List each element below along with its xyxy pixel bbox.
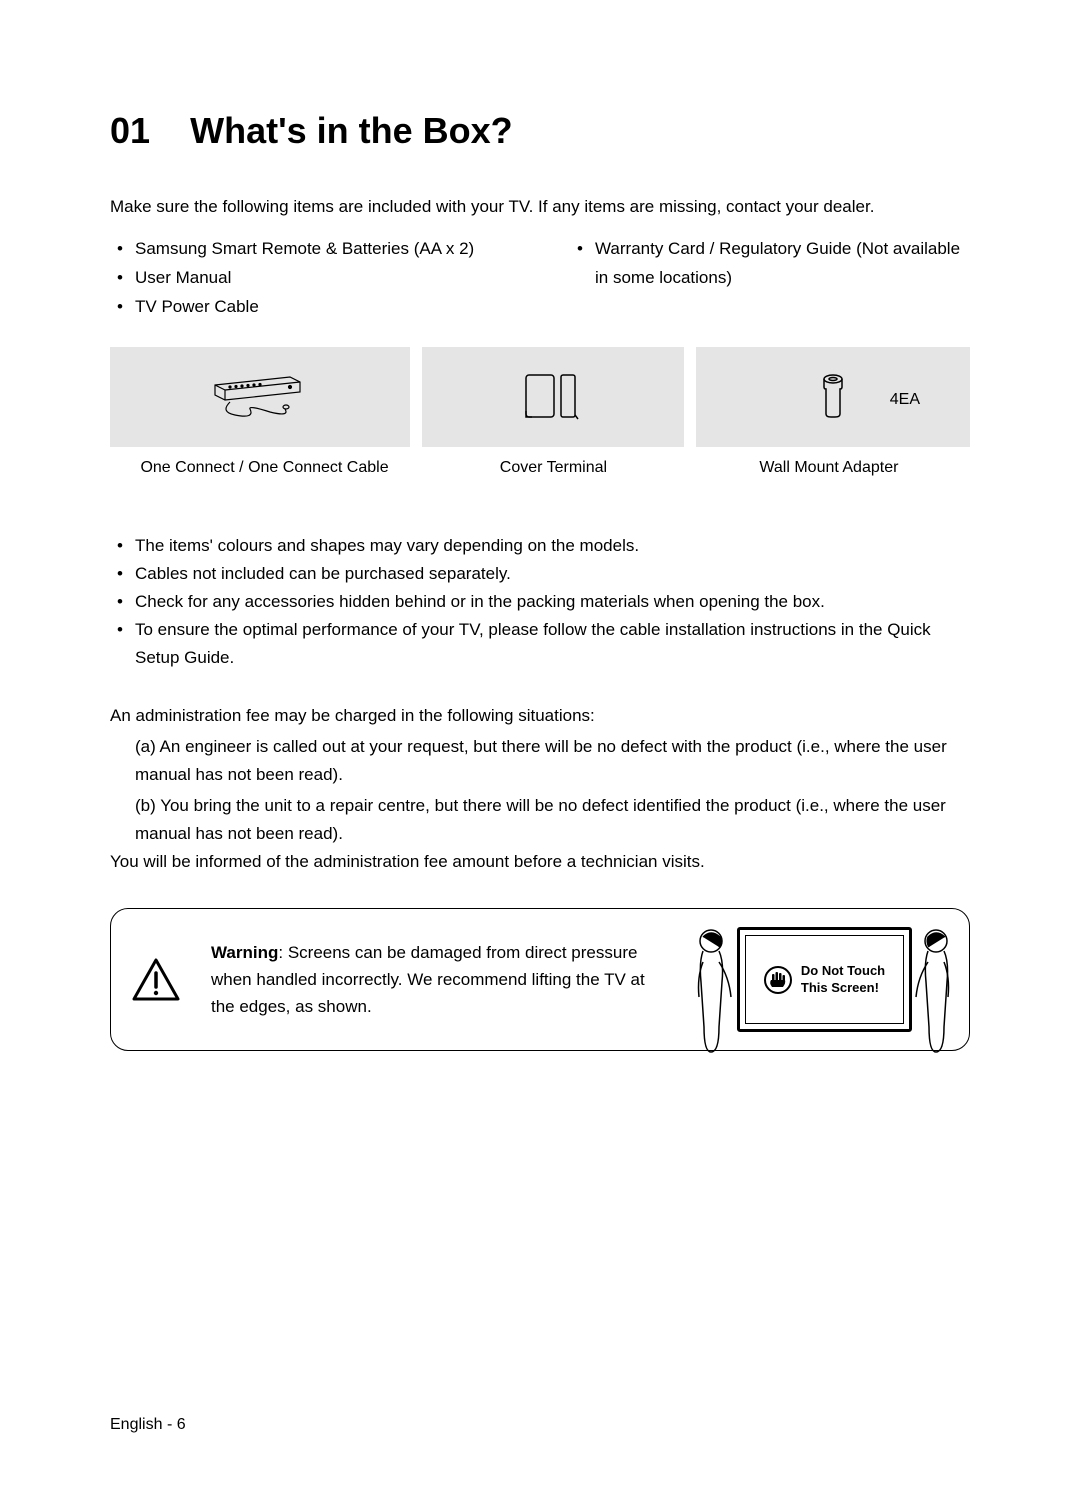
included-right-column: Warranty Card / Regulatory Guide (Not av… [570,235,970,322]
product-label: Wall Mount Adapter [688,459,970,477]
one-connect-illustration [200,367,320,427]
included-left-column: Samsung Smart Remote & Batteries (AA x 2… [110,235,510,322]
product-labels: One Connect / One Connect Cable Cover Te… [110,459,970,477]
product-card-one-connect [110,347,410,447]
section-title: 01 What's in the Box? [110,110,970,152]
product-cards: 4EA [110,347,970,447]
list-item: Check for any accessories hidden behind … [135,588,970,616]
warning-box: Warning: Screens can be damaged from dir… [110,908,970,1051]
product-label: Cover Terminal [419,459,688,477]
product-card-cover-terminal [422,347,683,447]
admin-fee-section: An administration fee may be charged in … [110,702,970,876]
list-item: User Manual [135,264,510,293]
product-card-wall-mount: 4EA [696,347,970,447]
section-number: 01 [110,110,150,151]
page-footer: English - 6 [110,1416,186,1434]
wall-mount-illustration [813,369,853,424]
notes-list: The items' colours and shapes may vary d… [110,532,970,672]
wall-mount-quantity-badge: 4EA [890,391,920,409]
warning-label: Warning [211,943,278,962]
person-right-icon [914,927,959,1057]
tv-screen-illustration: Do Not Touch This Screen! [737,927,912,1032]
person-left-icon [689,927,734,1057]
product-label: One Connect / One Connect Cable [110,459,419,477]
list-item: To ensure the optimal performance of you… [135,616,970,672]
admin-item-a: (a) An engineer is called out at your re… [110,733,970,789]
footer-language: English [110,1416,162,1433]
admin-item-b: (b) You bring the unit to a repair centr… [110,792,970,848]
warning-text: Warning: Screens can be damaged from dir… [211,939,669,1021]
section-title-text: What's in the Box? [190,110,513,151]
no-touch-text: Do Not Touch This Screen! [801,963,885,996]
no-touch-line1: Do Not Touch [801,963,885,979]
cover-terminal-illustration [518,367,588,427]
intro-text: Make sure the following items are includ… [110,197,970,217]
warning-triangle-icon [131,957,181,1002]
tv-inner: Do Not Touch This Screen! [745,935,904,1024]
included-items: Samsung Smart Remote & Batteries (AA x 2… [110,235,970,322]
footer-page-number: 6 [177,1416,186,1433]
list-item: The items' colours and shapes may vary d… [135,532,970,560]
list-item: Cables not included can be purchased sep… [135,560,970,588]
no-touch-line2: This Screen! [801,980,885,996]
admin-intro: An administration fee may be charged in … [110,702,970,730]
no-touch-hand-icon [763,965,793,995]
list-item: Samsung Smart Remote & Batteries (AA x 2… [135,235,510,264]
admin-outro: You will be informed of the administrati… [110,848,970,876]
list-item: Warranty Card / Regulatory Guide (Not av… [595,235,970,293]
warning-icon-wrap [131,957,181,1002]
list-item: TV Power Cable [135,293,510,322]
warning-illustration: Do Not Touch This Screen! [699,927,949,1032]
